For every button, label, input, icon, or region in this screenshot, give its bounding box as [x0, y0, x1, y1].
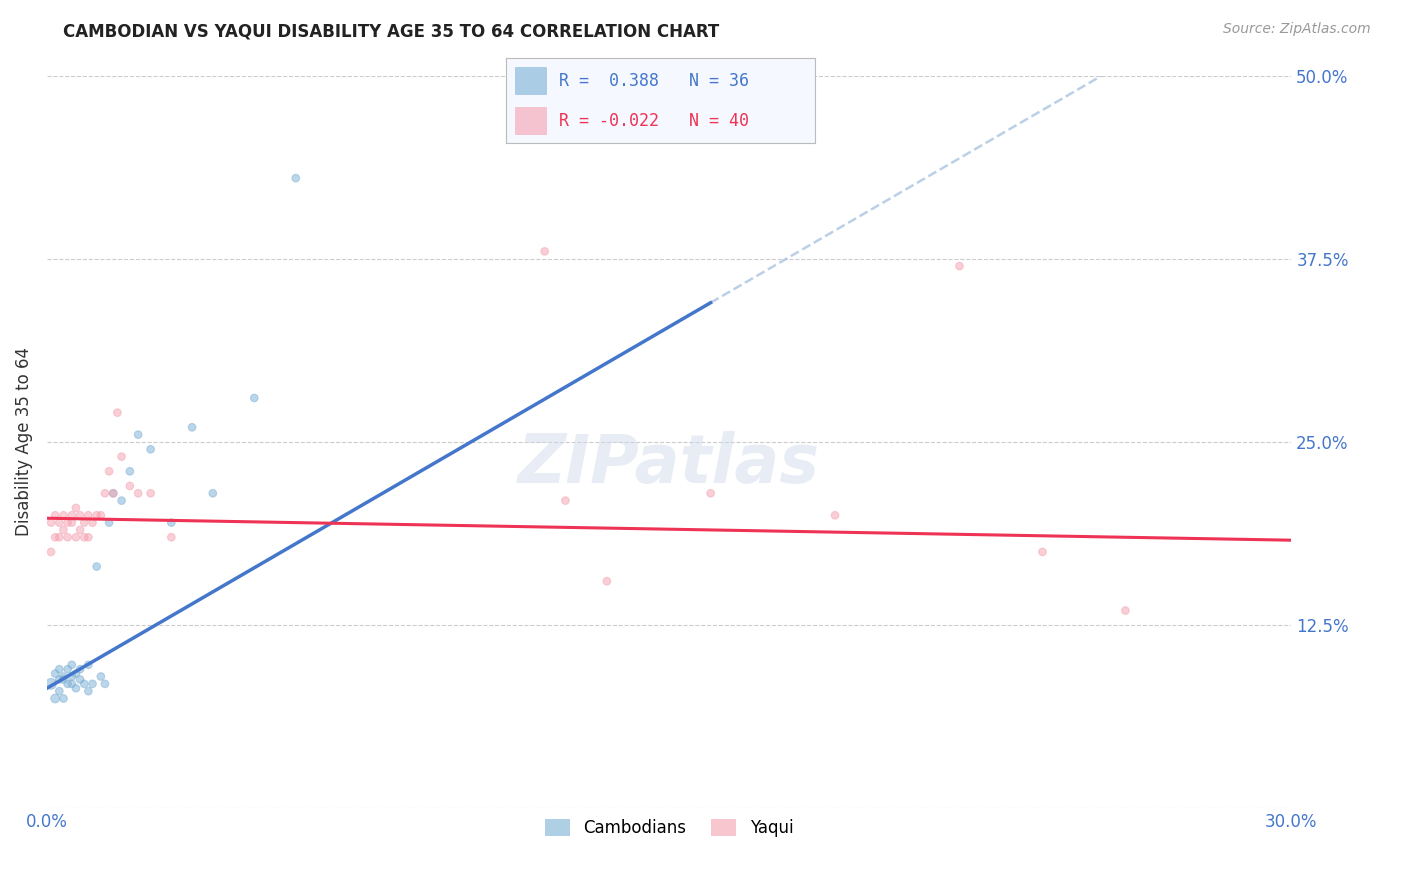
- Point: [73, 677, 96, 691]
- Point: [533, 244, 555, 259]
- Point: [107, 406, 129, 420]
- Point: [60, 508, 83, 523]
- Point: [52, 669, 75, 683]
- Point: [77, 684, 100, 698]
- Point: [73, 530, 96, 544]
- Text: Source: ZipAtlas.com: Source: ZipAtlas.com: [1223, 22, 1371, 37]
- Point: [56, 677, 79, 691]
- Legend: Cambodians, Yaqui: Cambodians, Yaqui: [538, 813, 800, 844]
- Point: [56, 516, 79, 530]
- Point: [69, 523, 91, 537]
- Point: [1114, 603, 1136, 617]
- Point: [118, 464, 141, 478]
- Point: [69, 508, 91, 523]
- Point: [65, 681, 87, 696]
- Point: [948, 259, 970, 273]
- Point: [103, 486, 125, 500]
- Point: [160, 530, 183, 544]
- Point: [824, 508, 846, 523]
- Point: [39, 677, 62, 691]
- Point: [52, 673, 75, 687]
- Point: [181, 420, 204, 434]
- Point: [44, 691, 66, 706]
- Point: [39, 516, 62, 530]
- Point: [201, 486, 224, 500]
- Y-axis label: Disability Age 35 to 64: Disability Age 35 to 64: [15, 348, 32, 536]
- Bar: [516, 107, 547, 134]
- Point: [65, 530, 87, 544]
- Point: [73, 516, 96, 530]
- Text: ZIPatlas: ZIPatlas: [519, 431, 820, 497]
- Point: [160, 516, 183, 530]
- Point: [118, 479, 141, 493]
- Text: R =  0.388   N = 36: R = 0.388 N = 36: [558, 72, 749, 90]
- Point: [65, 500, 87, 515]
- Point: [86, 508, 108, 523]
- Point: [94, 486, 117, 500]
- Point: [98, 464, 121, 478]
- Point: [69, 662, 91, 676]
- Point: [77, 530, 100, 544]
- Point: [139, 486, 162, 500]
- Point: [110, 493, 132, 508]
- Point: [127, 427, 149, 442]
- Point: [243, 391, 266, 405]
- Point: [44, 530, 66, 544]
- Point: [554, 493, 576, 508]
- Point: [86, 559, 108, 574]
- Point: [60, 669, 83, 683]
- Point: [48, 684, 70, 698]
- Point: [39, 545, 62, 559]
- Point: [65, 666, 87, 681]
- Text: CAMBODIAN VS YAQUI DISABILITY AGE 35 TO 64 CORRELATION CHART: CAMBODIAN VS YAQUI DISABILITY AGE 35 TO …: [63, 22, 720, 40]
- Point: [98, 516, 121, 530]
- Point: [77, 508, 100, 523]
- Point: [48, 516, 70, 530]
- Point: [52, 523, 75, 537]
- Point: [48, 673, 70, 687]
- Point: [77, 657, 100, 672]
- Bar: [516, 67, 547, 95]
- Point: [284, 171, 307, 186]
- Point: [56, 662, 79, 676]
- Point: [56, 530, 79, 544]
- Point: [596, 574, 619, 589]
- Point: [1031, 545, 1053, 559]
- Text: R = -0.022   N = 40: R = -0.022 N = 40: [558, 112, 749, 129]
- Point: [48, 530, 70, 544]
- Point: [60, 677, 83, 691]
- Point: [110, 450, 132, 464]
- Point: [44, 508, 66, 523]
- Point: [90, 508, 112, 523]
- Point: [52, 691, 75, 706]
- Point: [103, 486, 125, 500]
- Point: [52, 508, 75, 523]
- Point: [82, 516, 104, 530]
- Point: [48, 662, 70, 676]
- Point: [82, 677, 104, 691]
- Point: [90, 669, 112, 683]
- Point: [44, 666, 66, 681]
- Point: [127, 486, 149, 500]
- Point: [60, 516, 83, 530]
- Point: [139, 442, 162, 457]
- Point: [94, 677, 117, 691]
- Point: [69, 673, 91, 687]
- Point: [699, 486, 721, 500]
- Point: [60, 657, 83, 672]
